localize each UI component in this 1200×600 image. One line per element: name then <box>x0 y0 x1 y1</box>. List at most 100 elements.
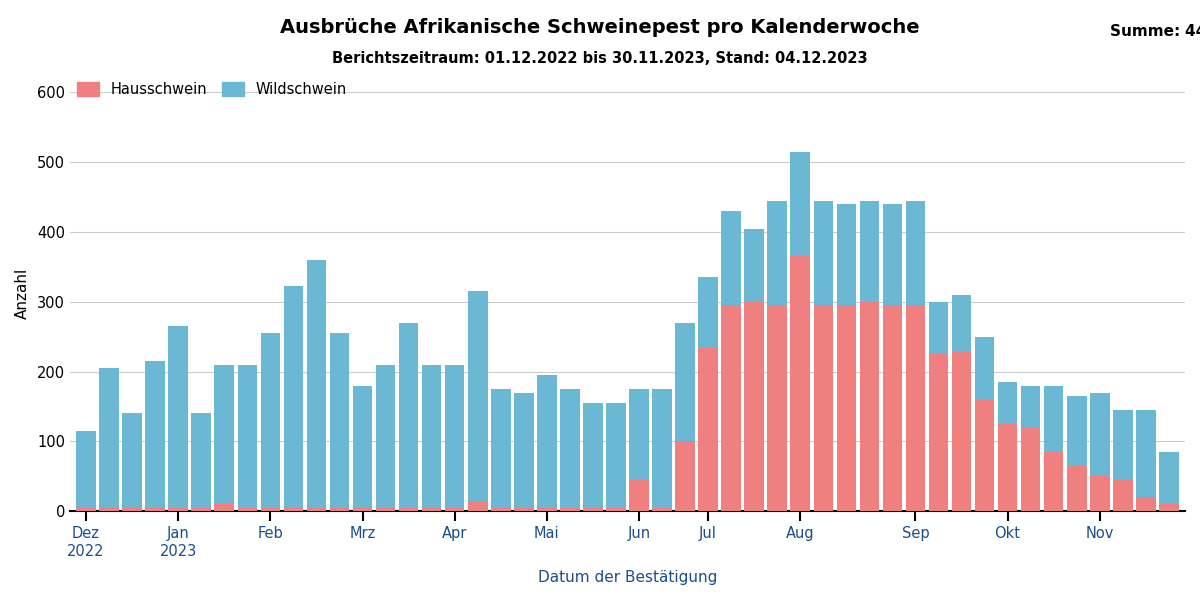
Bar <box>744 302 764 511</box>
Bar <box>606 508 625 511</box>
Bar <box>468 292 487 501</box>
Bar <box>814 200 833 305</box>
Bar <box>1159 452 1178 504</box>
Bar <box>353 508 372 511</box>
Bar <box>676 323 695 442</box>
Bar <box>629 480 649 511</box>
Bar <box>422 508 442 511</box>
Bar <box>398 323 419 508</box>
Bar <box>560 508 580 511</box>
Bar <box>1136 497 1156 511</box>
Bar <box>122 413 142 508</box>
Bar <box>744 229 764 302</box>
Text: Berichtszeitraum: 01.12.2022 bis 30.11.2023, Stand: 04.12.2023: Berichtszeitraum: 01.12.2022 bis 30.11.2… <box>332 51 868 66</box>
Bar <box>376 365 395 508</box>
Bar <box>330 508 349 511</box>
Bar <box>929 302 948 354</box>
Bar <box>1090 392 1110 476</box>
Bar <box>307 508 326 511</box>
Y-axis label: Anzahl: Anzahl <box>14 268 30 319</box>
Bar <box>768 200 787 305</box>
Bar <box>77 431 96 508</box>
Bar <box>791 256 810 511</box>
Bar <box>814 305 833 511</box>
Bar <box>1114 410 1133 480</box>
Bar <box>698 277 718 347</box>
Bar <box>260 333 280 508</box>
Bar <box>859 200 880 302</box>
Bar <box>215 504 234 511</box>
Bar <box>929 354 948 511</box>
Bar <box>491 389 510 508</box>
Bar <box>307 260 326 508</box>
Bar <box>168 326 188 508</box>
Bar <box>974 400 995 511</box>
Bar <box>238 508 257 511</box>
Bar <box>77 508 96 511</box>
Bar <box>1159 504 1178 511</box>
Bar <box>583 403 602 508</box>
Bar <box>560 389 580 508</box>
Bar <box>1021 427 1040 511</box>
Legend: Hausschwein, Wildschwein: Hausschwein, Wildschwein <box>77 82 347 97</box>
Bar <box>653 389 672 508</box>
Bar <box>791 152 810 256</box>
Bar <box>883 204 902 305</box>
Bar <box>100 368 119 508</box>
Bar <box>538 375 557 508</box>
Bar <box>1021 386 1040 427</box>
Bar <box>583 508 602 511</box>
Bar <box>998 382 1018 424</box>
Bar <box>376 508 395 511</box>
Bar <box>422 365 442 508</box>
Bar <box>629 389 649 480</box>
Bar <box>998 424 1018 511</box>
Bar <box>1090 476 1110 511</box>
Bar <box>283 286 304 508</box>
Bar <box>1067 466 1086 511</box>
Bar <box>883 305 902 511</box>
Bar <box>215 365 234 504</box>
Bar <box>468 501 487 511</box>
Bar <box>514 392 534 508</box>
Bar <box>445 365 464 508</box>
Bar <box>721 305 740 511</box>
Bar <box>836 305 856 511</box>
Bar <box>952 350 971 511</box>
Bar <box>698 347 718 511</box>
Text: 4481 / 7979: 4481 / 7979 <box>1186 24 1200 39</box>
Bar <box>514 508 534 511</box>
Bar <box>768 305 787 511</box>
Bar <box>859 302 880 511</box>
Bar <box>721 211 740 305</box>
Bar <box>952 295 971 350</box>
Bar <box>145 508 164 511</box>
Bar <box>538 508 557 511</box>
Bar <box>653 508 672 511</box>
Bar <box>1067 396 1086 466</box>
Bar <box>122 508 142 511</box>
Bar <box>974 337 995 400</box>
Bar <box>145 361 164 508</box>
Bar <box>1044 452 1063 511</box>
Bar <box>676 442 695 511</box>
Bar <box>330 333 349 508</box>
Bar <box>192 508 211 511</box>
Bar <box>353 386 372 508</box>
Text: Summe:: Summe: <box>1110 24 1186 39</box>
Bar <box>283 508 304 511</box>
Text: Ausbrüche Afrikanische Schweinepest pro Kalenderwoche: Ausbrüche Afrikanische Schweinepest pro … <box>280 18 920 37</box>
Bar <box>836 204 856 305</box>
Bar <box>100 508 119 511</box>
Bar <box>1136 410 1156 497</box>
Bar <box>168 508 188 511</box>
Bar <box>1114 480 1133 511</box>
Bar <box>398 508 419 511</box>
Bar <box>491 508 510 511</box>
Bar <box>1044 386 1063 452</box>
Bar <box>238 365 257 508</box>
Bar <box>192 413 211 508</box>
Bar <box>606 403 625 508</box>
X-axis label: Datum der Bestätigung: Datum der Bestätigung <box>538 570 718 585</box>
Bar <box>906 305 925 511</box>
